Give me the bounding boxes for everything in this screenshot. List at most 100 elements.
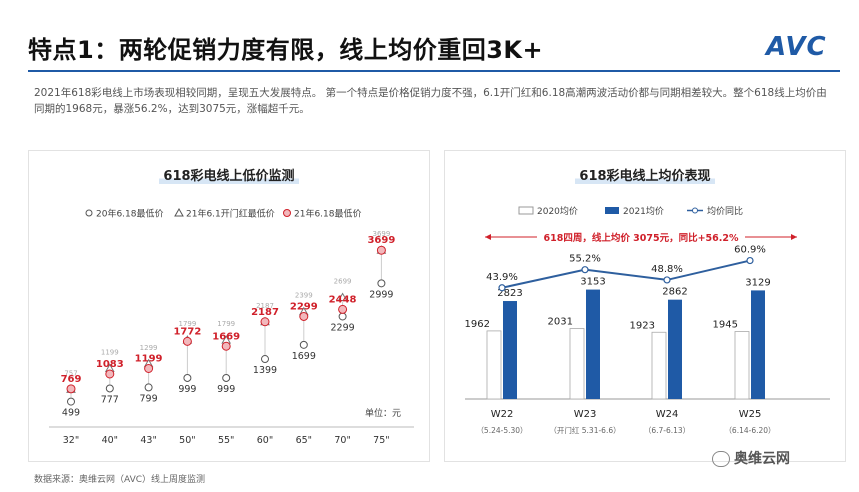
label-2021-618: 1669 <box>212 331 240 342</box>
bar-label-2020: 2031 <box>548 317 573 328</box>
annotation-arrowhead-left <box>485 234 491 240</box>
category-label: W22 <box>491 409 514 420</box>
bar-label-2020: 1945 <box>713 319 738 330</box>
label-2020: 799 <box>140 393 158 404</box>
wechat-icon <box>712 451 730 467</box>
label-kaimenhong: 3699 <box>372 230 390 238</box>
point-2020 <box>377 279 386 288</box>
yoy-point <box>663 276 671 284</box>
label-kaimenhong: 1199 <box>101 348 119 356</box>
category-label: W25 <box>739 409 762 420</box>
point-2021-618 <box>66 384 76 394</box>
bar-2021 <box>751 290 765 399</box>
label-kaimenhong: 1299 <box>140 344 158 352</box>
point-2020 <box>105 384 114 393</box>
label-2021-618: 2448 <box>329 294 357 305</box>
category-label: 70" <box>334 435 350 446</box>
label-kaimenhong: 2699 <box>334 278 352 286</box>
avg-price-chart: 2020均价 2021均价 均价同比 618四周，线上均价 3075元，同比+56.2… <box>465 205 830 435</box>
category-label: 60" <box>257 435 273 446</box>
category-sublabel: （5.24-5.30） <box>476 426 527 435</box>
bar-2021 <box>586 289 600 399</box>
point-2020 <box>183 373 192 382</box>
bar-label-2021: 3153 <box>580 277 605 288</box>
point-2021-618 <box>338 304 348 314</box>
legend-label: 21年6.1开门红最低价 <box>186 208 275 220</box>
point-kaimenhong <box>337 292 348 302</box>
category-sublabel: （6.14-6.20） <box>724 426 775 435</box>
point-2020 <box>299 340 308 349</box>
wechat-label: 奥维云网 <box>734 451 790 467</box>
data-source: 数据来源：奥维云网（AVC）线上周度监测 <box>34 475 206 485</box>
bar-2021 <box>503 301 517 399</box>
label-2020: 777 <box>101 394 119 405</box>
legend-marker-yoy <box>692 207 698 214</box>
category-label: 32" <box>63 435 79 446</box>
label-2021-618: 2299 <box>290 301 318 312</box>
category-sublabel: （开门红 5.31-6.6） <box>549 425 620 435</box>
category-label: 43" <box>140 435 156 446</box>
point-2021-618 <box>144 363 154 373</box>
summary-text: 2021年618彩电线上市场表现相较同期，呈现五大发展特点。 第一个特点是价格促… <box>34 87 827 115</box>
legend-label: 21年6.18最低价 <box>294 208 362 220</box>
bar-2021 <box>668 299 682 399</box>
yoy-line <box>501 259 751 289</box>
category-sublabel: （6.7-6.13） <box>644 426 690 435</box>
yoy-label: 48.8% <box>651 264 683 275</box>
label-kaimenhong: 2399 <box>295 292 313 300</box>
bar-2020 <box>486 330 502 400</box>
label-2020: 999 <box>178 384 196 395</box>
yoy-label: 60.9% <box>734 245 766 256</box>
yoy-label: 43.9% <box>486 272 518 283</box>
legend-label: 均价同比 <box>707 205 743 217</box>
wechat-badge: 奥维云网 <box>712 448 790 468</box>
category-label: W23 <box>574 409 597 420</box>
label-kaimenhong: 757 <box>64 369 77 377</box>
bar-2020 <box>734 331 750 400</box>
category-label: 55" <box>218 435 234 446</box>
bar-label-2021: 2823 <box>497 288 522 299</box>
header: 特点1：两轮促销力度有限，线上均价重回3K+ AVC <box>0 0 859 72</box>
avc-logo: AVC <box>766 32 827 62</box>
yoy-point <box>746 256 754 265</box>
label-2021-618: 769 <box>61 374 82 385</box>
point-2021-618 <box>182 336 192 346</box>
title-divider <box>28 70 840 72</box>
label-kaimenhong: 1799 <box>178 320 196 328</box>
bar-label-2020: 1962 <box>465 319 490 330</box>
label-2021-618: 2187 <box>251 307 279 318</box>
bar-2020 <box>569 328 585 400</box>
label-2021-618: 1199 <box>135 353 163 364</box>
legend-label: 20年6.18最低价 <box>96 208 164 220</box>
bar-label-2020: 1923 <box>630 320 655 331</box>
annotation-arrowhead-right <box>791 234 797 240</box>
avg-price-panel: 618彩电线上均价表现 2020均价 2021均价 均价同比 618四周，线上均价 3… <box>444 150 846 462</box>
bar-label-2021: 3129 <box>745 277 770 288</box>
point-2021-618 <box>376 245 386 255</box>
label-2020: 499 <box>62 408 80 419</box>
point-2020 <box>338 312 347 321</box>
low-price-chart-title: 618彩电线上低价监测 <box>29 165 429 184</box>
label-2021-618: 1772 <box>173 326 201 337</box>
label-kaimenhong: 1799 <box>217 320 235 328</box>
annotation-text: 618四周，线上均价 3075元，同比+56.2% <box>544 232 739 244</box>
yoy-point <box>498 284 506 292</box>
legend-marker-triangle <box>174 207 184 217</box>
yoy-label: 55.2% <box>569 254 601 265</box>
category-label: 40" <box>102 435 118 446</box>
point-2020 <box>67 397 75 406</box>
page-title: 特点1：两轮促销力度有限，线上均价重回3K+ <box>28 36 544 64</box>
category-label: 50" <box>179 435 195 446</box>
point-2020 <box>222 373 231 382</box>
label-2020: 2299 <box>331 322 355 333</box>
point-2021-618 <box>105 369 115 379</box>
label-2020: 999 <box>217 384 235 395</box>
point-2020 <box>261 355 269 364</box>
legend-marker-filled <box>283 209 291 217</box>
label-2021-618: 3699 <box>367 235 395 246</box>
legend-label: 2021均价 <box>623 205 664 217</box>
low-price-panel: 618彩电线上低价监测 20年6.18最低价 21年6.1开门红最低价 21年6.1… <box>28 150 430 462</box>
legend-label: 2020均价 <box>537 205 578 217</box>
yoy-point <box>581 266 589 274</box>
